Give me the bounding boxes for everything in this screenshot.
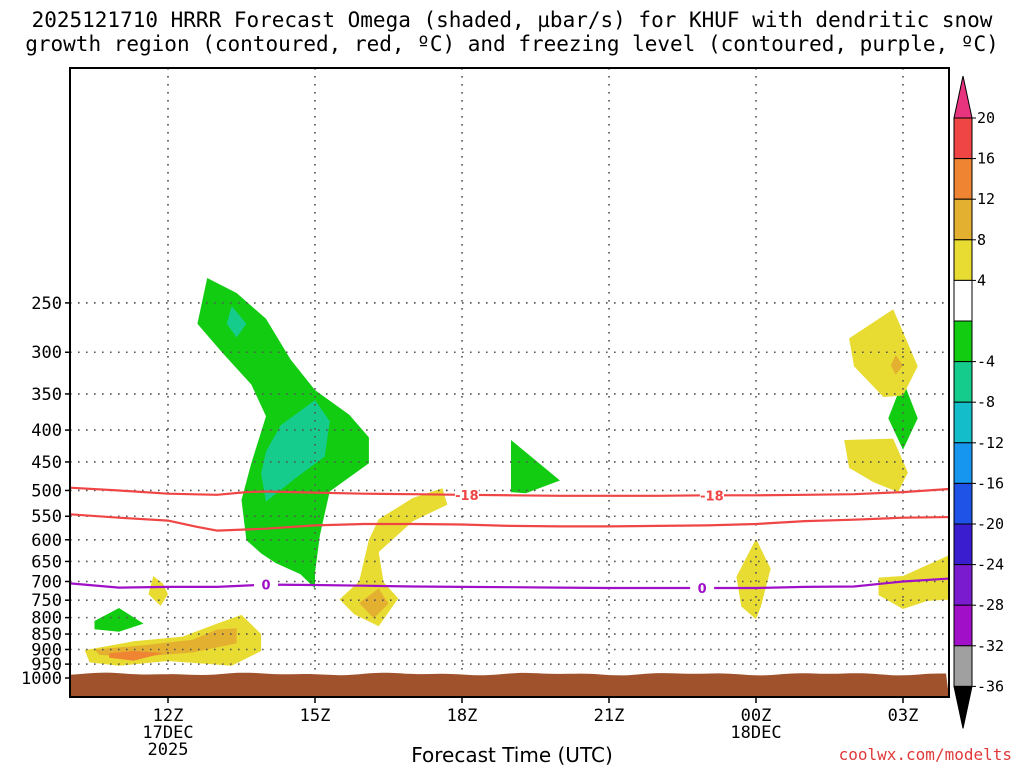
x-tick-date-12Z: 17DEC [142, 723, 193, 743]
colorbar-bottom-arrow [953, 685, 973, 729]
colorbar-box-12 [953, 604, 973, 647]
omega-region-subsidence-lowlevel-03z [878, 555, 949, 609]
contour-label-bg [254, 576, 278, 593]
contour-lines [70, 486, 949, 590]
omega-region-ascent-lowlevel-11z [94, 608, 144, 632]
colorbar-label-6: -8 [977, 393, 995, 411]
y-tick-label-900: 900 [31, 640, 62, 660]
colorbar-label-8: -16 [977, 474, 1004, 492]
colorbar-box-8 [953, 442, 973, 484]
omega-region-subsidence-boundary-layer-core [94, 628, 237, 658]
omega-region-subsidence-mid-17z [339, 488, 448, 627]
y-axis: 2503003504004505005506006507007508008509… [21, 294, 70, 689]
colorbar-box-0 [953, 117, 973, 160]
colorbar-label-9: -20 [977, 515, 1004, 533]
omega-region-ascent-core-top [226, 306, 247, 338]
colorbar-top-arrow [953, 75, 973, 119]
contour-label-freezing-level-0: 0 [261, 579, 270, 594]
terrain-ground [70, 672, 949, 697]
y-tick-label-600: 600 [31, 531, 62, 551]
colorbar-label-5: -4 [977, 353, 995, 371]
grid [70, 68, 949, 697]
contour-label-dgz-top-0: -18 [455, 489, 479, 504]
colorbar-box-2 [953, 198, 973, 241]
x-tick-label-18Z: 18Z [447, 706, 478, 726]
x-tick-label-03Z: 03Z [888, 706, 919, 726]
x-tick-label-00Z: 00Z [741, 706, 772, 726]
colorbar-box-7 [953, 401, 973, 444]
colorbar-label-10: -24 [977, 556, 1004, 574]
colorbar-box-10 [953, 523, 973, 566]
y-tick-label-450: 450 [31, 453, 62, 473]
colorbar-box-3 [953, 239, 973, 281]
contour-freezing-level [70, 577, 949, 590]
y-tick-label-800: 800 [31, 609, 62, 629]
y-tick-label-750: 750 [31, 591, 62, 611]
x-tick-year-12Z: 2025 [148, 740, 189, 760]
colorbar-label-7: -12 [977, 434, 1004, 452]
omega-region-subsidence-lowlevel-12z [148, 576, 168, 606]
x-tick-label-12Z: 12Z [153, 706, 184, 726]
y-tick-label-350: 350 [31, 385, 62, 405]
y-tick-label-500: 500 [31, 481, 62, 501]
colorbar-label-4: 4 [977, 271, 986, 289]
colorbar-label-3: 8 [977, 231, 986, 249]
contour-dgz-bottom [70, 513, 949, 532]
omega-region-subsidence-upper-02z [849, 309, 918, 397]
x-tick-label-21Z: 21Z [594, 706, 625, 726]
colorbar-label-0: 20 [977, 109, 995, 127]
y-tick-label-400: 400 [31, 421, 62, 441]
contour-dgz-top [70, 486, 949, 497]
colorbar-box-6 [953, 361, 973, 403]
colorbar-box-5 [953, 320, 973, 363]
omega-region-subsidence-lowlevel-00z [736, 538, 771, 620]
omega-region-subsidence-upper-02z-core [890, 354, 903, 375]
colorbar-label-11: -28 [977, 596, 1004, 614]
contour-label-bg [690, 579, 715, 596]
omega-shaded-regions [84, 278, 949, 666]
colorbar-label-12: -32 [977, 637, 1004, 655]
y-tick-label-950: 950 [31, 655, 62, 675]
colorbar-box-4 [953, 279, 973, 322]
site-credit: coolwx.com/modelts [838, 745, 1012, 764]
omega-region-ascent-midlevel-19z [511, 440, 560, 494]
y-tick-label-850: 850 [31, 625, 62, 645]
chart-title-line-2: growth region (contoured, red, ºC) and f… [25, 32, 999, 56]
colorbar-label-2: 12 [977, 190, 995, 208]
x-tick-date-00Z: 18DEC [730, 723, 781, 743]
y-tick-label-300: 300 [31, 343, 62, 363]
omega-region-subsidence-mid-17z-core [359, 588, 389, 619]
colorbar-label-13: -36 [977, 677, 1004, 695]
x-axis-title: Forecast Time (UTC) [411, 743, 613, 767]
contour-label-freezing-level-1: 0 [698, 582, 707, 597]
colorbar-box-11 [953, 564, 973, 606]
omega-region-subsidence-mid-02z [844, 438, 908, 493]
colorbar-box-1 [953, 158, 973, 200]
contour-label-dgz-top-1: -18 [700, 489, 724, 504]
y-tick-label-250: 250 [31, 294, 62, 314]
omega-region-subsidence-boundary-layer-max [109, 651, 164, 661]
contour-label-bg [699, 487, 724, 504]
x-tick-label-15Z: 15Z [300, 706, 331, 726]
plot-frame [69, 67, 950, 698]
colorbar-box-9 [953, 482, 973, 525]
y-tick-label-1000: 1000 [21, 669, 62, 689]
y-tick-label-550: 550 [31, 507, 62, 527]
contour-labels: -18 -18 0 0 [254, 486, 724, 597]
y-tick-label-700: 700 [31, 572, 62, 592]
chart-title-line-1: 2025121710 HRRR Forecast Omega (shaded, … [31, 8, 993, 32]
omega-region-ascent-upper-02z [888, 380, 918, 450]
contour-label-bg [454, 486, 479, 503]
colorbar-label-1: 16 [977, 150, 995, 168]
omega-region-ascent-core [261, 400, 330, 502]
terrain-layer [70, 672, 949, 697]
y-tick-label-650: 650 [31, 552, 62, 572]
colorbar-box-13 [953, 645, 973, 687]
colorbar: 20 16 12 8 4 -4 -8 -12 -16 -20 -24 -28 -32 -36 [953, 75, 1004, 729]
